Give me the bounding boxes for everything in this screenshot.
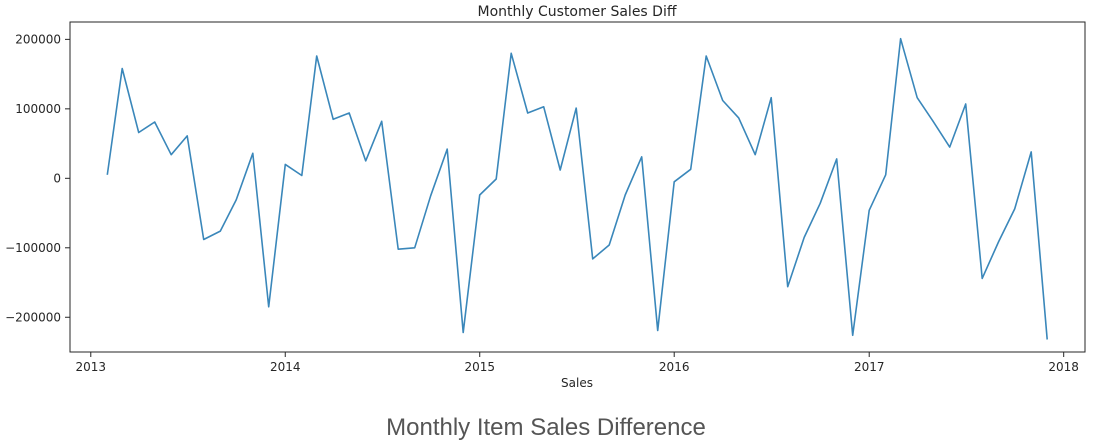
y-tick-label: 200000 xyxy=(15,32,61,46)
x-tick-label: 2014 xyxy=(270,360,301,374)
x-tick-label: 2016 xyxy=(659,360,690,374)
figure-caption: Monthly Item Sales Difference xyxy=(386,414,706,441)
y-tick-label: −200000 xyxy=(5,310,61,324)
plot-frame xyxy=(69,21,1086,353)
y-tick-label: 0 xyxy=(53,171,61,185)
y-axis-ticks: 200000 100000 0 −100000 −200000 xyxy=(5,32,70,324)
x-tick-label: 2013 xyxy=(76,360,107,374)
chart-title: Monthly Customer Sales Diff xyxy=(478,4,677,20)
x-tick-label: 2017 xyxy=(854,360,885,374)
x-tick-label: 2018 xyxy=(1048,360,1079,374)
line-chart: Monthly Customer Sales Diff Sales 200000… xyxy=(5,4,1086,390)
x-axis-ticks: 2013 2014 2015 2016 2017 2018 xyxy=(76,352,1079,374)
series-line xyxy=(106,37,1048,340)
x-axis-label: Sales xyxy=(561,376,593,390)
x-tick-label: 2015 xyxy=(464,360,495,374)
y-tick-label: −100000 xyxy=(5,241,61,255)
y-tick-label: 100000 xyxy=(15,102,61,116)
